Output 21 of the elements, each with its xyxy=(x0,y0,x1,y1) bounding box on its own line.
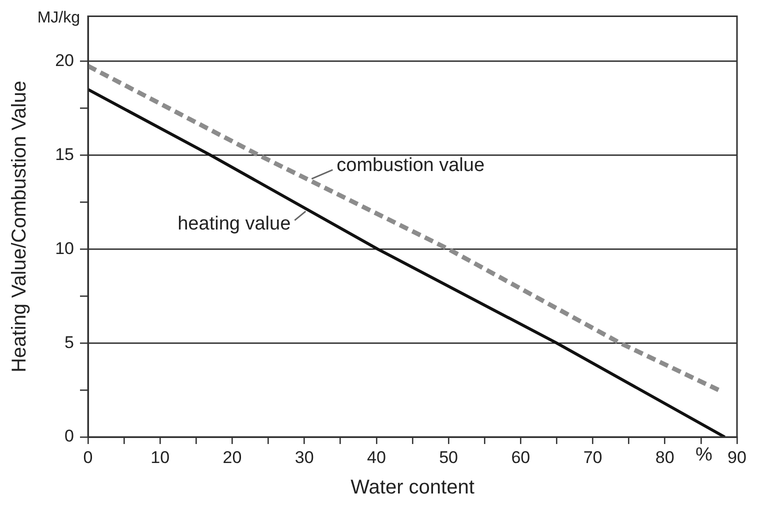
y-tick-label: 20 xyxy=(55,50,74,70)
y-axis-title: Heating Value/Combustion Value xyxy=(8,80,31,372)
y-tick-label: 5 xyxy=(64,332,74,352)
y-tick-label: 15 xyxy=(55,144,74,164)
x-tick-label: 20 xyxy=(222,448,242,467)
y-tick-label: 10 xyxy=(55,238,74,258)
text: MJ/kg xyxy=(37,10,80,27)
x-tick-label: 40 xyxy=(366,448,386,467)
text: % xyxy=(695,444,712,466)
x-tick-label: 50 xyxy=(439,448,458,467)
x-tick-label: 70 xyxy=(583,448,602,467)
series-label: heating value xyxy=(178,214,291,235)
x-tick-label: 80 xyxy=(655,448,674,467)
y-tick-label: 0 xyxy=(64,426,74,446)
x-tick-label: 30 xyxy=(294,448,314,467)
x-axis-title: Water content xyxy=(350,476,475,499)
x-tick-label: 10 xyxy=(150,448,170,467)
x-tick-label: 0 xyxy=(83,448,93,467)
x-tick-label: 90 xyxy=(728,448,746,467)
series-label: combustion value xyxy=(336,155,485,176)
x-tick-label: 60 xyxy=(511,448,530,467)
